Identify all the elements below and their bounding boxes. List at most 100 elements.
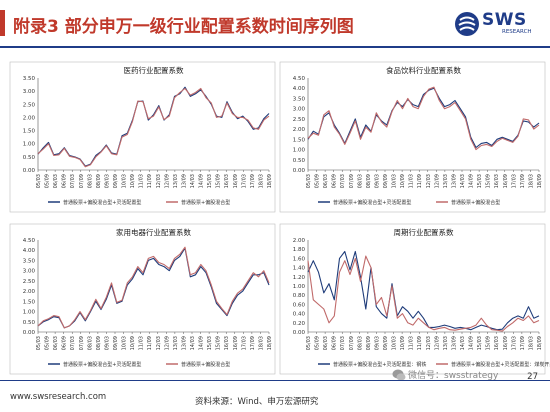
footer-divider <box>0 380 550 381</box>
series-line-1 <box>37 247 270 329</box>
y-tick-label: 1.00 <box>293 284 306 290</box>
y-tick-label: 4.00 <box>23 248 36 254</box>
x-tick-label: 11/09 <box>417 336 423 350</box>
chart-panel-frame <box>9 61 276 213</box>
chart-title: 周期行业配置系数 <box>394 227 454 237</box>
x-tick-label: 06/09 <box>62 336 68 350</box>
legend-label: 普通股票+偏股混合型+灵活配置型 <box>63 199 141 206</box>
x-tick-label: 13/03 <box>173 174 179 188</box>
y-tick-label: 0.50 <box>293 158 306 164</box>
wechat-icon <box>392 369 406 381</box>
x-tick-label: 12/03 <box>426 174 432 188</box>
x-tick-label: 08/09 <box>366 336 372 350</box>
x-tick-label: 07/03 <box>340 336 346 350</box>
x-tick-label: 09/09 <box>113 336 119 350</box>
chart-panel-4: 周期行业配置系数 0.00 0.20 0.40 0.60 0.80 1.00 1.20 1.40… <box>279 223 550 375</box>
x-tick-label: 15/03 <box>207 336 213 350</box>
x-tick-label: 11/03 <box>409 336 415 350</box>
x-tick-label: 06/03 <box>323 174 329 188</box>
x-tick-label: 11/09 <box>147 174 153 188</box>
x-tick-label: 05/09 <box>45 336 51 350</box>
x-tick-label: 05/09 <box>315 174 321 188</box>
x-tick-label: 07/09 <box>349 336 355 350</box>
x-tick-label: 15/09 <box>486 174 492 188</box>
x-tick-label: 15/03 <box>477 336 483 350</box>
x-tick-label: 11/09 <box>417 174 423 188</box>
y-tick-label: 3.00 <box>23 89 36 95</box>
x-tick-label: 10/09 <box>130 174 136 188</box>
series-line-1 <box>307 250 540 331</box>
y-tick-label: 3.50 <box>23 258 36 264</box>
x-tick-label: 14/09 <box>199 336 205 350</box>
x-tick-label: 18/09 <box>267 174 273 188</box>
y-tick-label: 0.40 <box>293 312 306 318</box>
y-tick-label: 0.50 <box>23 320 36 326</box>
x-tick-label: 13/09 <box>451 336 457 350</box>
chart-title: 食品饮料行业配置系数 <box>386 65 461 75</box>
x-tick-label: 05/03 <box>36 174 42 188</box>
x-tick-label: 15/03 <box>207 174 213 188</box>
x-tick-label: 17/03 <box>241 174 247 188</box>
x-tick-label: 09/09 <box>383 174 389 188</box>
legend-label: 普通股票+偏股混合型 <box>181 199 230 206</box>
x-tick-label: 10/03 <box>122 336 128 350</box>
x-tick-label: 17/09 <box>250 336 256 350</box>
y-tick-label: 0.00 <box>293 168 306 174</box>
x-tick-label: 13/09 <box>451 174 457 188</box>
x-tick-label: 06/09 <box>332 336 338 350</box>
x-tick-label: 13/09 <box>181 336 187 350</box>
x-tick-label: 09/03 <box>104 174 110 188</box>
y-tick-label: 2.50 <box>23 102 36 108</box>
y-tick-label: 1.80 <box>293 247 306 253</box>
x-tick-label: 17/03 <box>511 336 517 350</box>
x-tick-label: 07/09 <box>79 336 85 350</box>
sws-logo: SWS RESEARCH <box>454 10 542 38</box>
logo-wordmark: SWS <box>482 10 527 30</box>
x-tick-label: 18/03 <box>258 336 264 350</box>
y-tick-label: 2.00 <box>293 238 306 244</box>
x-tick-label: 18/03 <box>258 174 264 188</box>
x-tick-label: 08/09 <box>96 174 102 188</box>
x-tick-label: 18/09 <box>537 336 543 350</box>
y-tick-label: 1.00 <box>293 148 306 154</box>
series-line-2 <box>307 86 540 151</box>
y-tick-label: 4.50 <box>293 76 306 82</box>
legend-label: 普通股票+偏股混合型 <box>451 199 500 206</box>
x-tick-label: 14/09 <box>469 174 475 188</box>
y-tick-label: 0.20 <box>293 321 306 327</box>
y-tick-label: 0.00 <box>293 330 306 336</box>
x-tick-label: 14/03 <box>190 336 196 350</box>
x-tick-label: 05/03 <box>306 174 312 188</box>
series-line-2 <box>37 246 270 329</box>
charts-area: 医药行业配置系数 0.00 0.50 1.00 1.50 2.00 2.50 3.00 3.50… <box>9 61 550 375</box>
chart-panel-1: 医药行业配置系数 0.00 0.50 1.00 1.50 2.00 2.50 3.00 3.50… <box>9 61 276 213</box>
legend-label: 普通股票+偏股混合型+灵活配置型 <box>333 199 411 206</box>
y-tick-label: 1.60 <box>293 256 306 262</box>
x-tick-label: 08/09 <box>96 336 102 350</box>
x-tick-label: 07/03 <box>70 174 76 188</box>
x-tick-label: 12/03 <box>426 336 432 350</box>
y-tick-label: 1.50 <box>23 299 36 305</box>
page-number: 27 <box>527 372 538 382</box>
footer-url[interactable]: www.swsresearch.com <box>10 392 107 402</box>
y-tick-label: 0.60 <box>293 302 306 308</box>
x-tick-label: 10/03 <box>122 174 128 188</box>
x-tick-label: 13/09 <box>181 174 187 188</box>
x-tick-label: 10/09 <box>130 336 136 350</box>
sws-logo-icon <box>455 12 479 36</box>
y-tick-label: 2.00 <box>293 127 306 133</box>
x-tick-label: 09/03 <box>374 336 380 350</box>
x-tick-label: 18/03 <box>528 174 534 188</box>
header: 附录3 部分申万一级行业配置系数时间序列图 SWS RESEARCH <box>0 0 550 44</box>
x-tick-label: 09/03 <box>104 336 110 350</box>
x-tick-label: 18/03 <box>528 336 534 350</box>
x-tick-label: 07/03 <box>70 336 76 350</box>
series-line-1 <box>307 87 540 149</box>
chart-panel-frame <box>279 61 546 213</box>
y-tick-label: 2.00 <box>23 289 36 295</box>
x-tick-label: 06/09 <box>62 174 68 188</box>
x-tick-label: 17/09 <box>250 174 256 188</box>
y-tick-label: 1.50 <box>23 129 36 135</box>
chart-title: 医药行业配置系数 <box>124 65 184 75</box>
x-tick-label: 08/09 <box>366 174 372 188</box>
